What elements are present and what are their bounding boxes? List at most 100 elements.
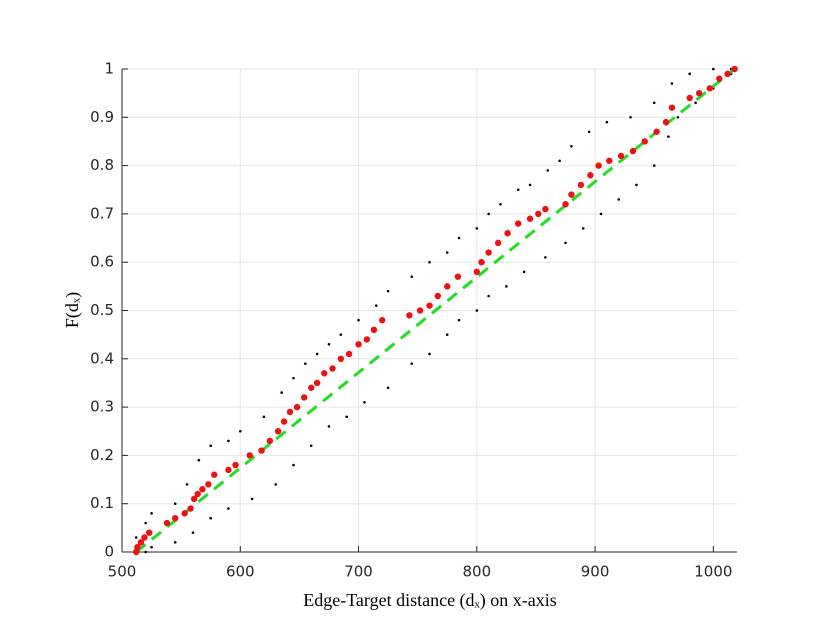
band-dot xyxy=(605,120,609,124)
data-point xyxy=(286,408,294,416)
data-point xyxy=(416,307,424,314)
data-point xyxy=(731,65,738,73)
y-tick-label: 0.5 xyxy=(90,301,114,319)
data-point xyxy=(454,273,462,280)
data-point xyxy=(515,220,522,227)
band-dot xyxy=(629,116,632,119)
data-point xyxy=(225,466,232,474)
band-dot xyxy=(304,362,307,365)
band-dot xyxy=(457,318,461,322)
data-point xyxy=(132,548,140,556)
band-dot xyxy=(363,400,366,404)
data-point xyxy=(535,210,542,218)
band-dot xyxy=(564,241,567,245)
data-point xyxy=(504,230,511,237)
data-point xyxy=(617,152,625,160)
band-dot xyxy=(191,531,195,534)
band-dot xyxy=(327,343,331,346)
data-point xyxy=(146,529,153,536)
data-point xyxy=(187,505,194,512)
data-point xyxy=(246,452,253,459)
band-dot xyxy=(292,463,295,467)
data-point xyxy=(406,312,413,319)
data-point xyxy=(300,394,308,401)
data-point xyxy=(232,461,239,469)
y-tick-label: 1 xyxy=(104,60,114,78)
band-dot xyxy=(487,212,490,216)
data-point xyxy=(641,138,648,145)
data-point xyxy=(587,172,594,179)
band-dot xyxy=(345,415,349,419)
data-point xyxy=(686,94,693,102)
band-dot xyxy=(144,521,147,525)
band-dot xyxy=(227,507,230,510)
band-dot xyxy=(544,256,547,259)
data-point xyxy=(337,355,344,362)
data-point xyxy=(653,128,660,135)
y-tick-label: 0.9 xyxy=(90,108,114,126)
data-point xyxy=(329,365,336,372)
band-dot xyxy=(315,352,319,356)
y-axis-label: F(dₓ) xyxy=(62,292,83,328)
y-tick-label: 0.1 xyxy=(90,494,114,512)
data-point xyxy=(258,447,265,454)
band-dot xyxy=(676,116,680,119)
data-point xyxy=(568,191,575,198)
band-dot xyxy=(688,72,691,76)
band-dot xyxy=(499,202,502,206)
band-dot xyxy=(134,536,138,539)
data-point xyxy=(194,490,201,498)
band-dot xyxy=(475,227,479,230)
data-point xyxy=(473,268,481,276)
band-dot xyxy=(209,444,213,448)
band-dot xyxy=(428,352,431,356)
band-dot xyxy=(670,82,674,85)
data-point xyxy=(141,534,148,541)
data-point xyxy=(444,283,451,290)
band-dot xyxy=(374,304,378,307)
band-dot xyxy=(457,236,461,240)
data-point xyxy=(363,336,371,343)
band-dot xyxy=(197,458,201,462)
band-dot xyxy=(487,294,490,298)
data-point xyxy=(378,316,386,324)
data-point xyxy=(181,510,188,517)
band-dot xyxy=(173,541,177,544)
band-dot xyxy=(144,550,147,554)
band-dot xyxy=(386,289,390,293)
data-point xyxy=(172,514,179,522)
band-dot xyxy=(327,425,331,428)
y-tick-label: 0.4 xyxy=(90,349,114,367)
x-tick-label: 800 xyxy=(462,563,491,581)
band-dot xyxy=(386,386,390,390)
x-tick-label: 900 xyxy=(581,563,610,581)
data-point xyxy=(313,379,321,387)
y-tick-label: 0.3 xyxy=(90,398,114,416)
band-dot xyxy=(475,309,479,312)
band-dot xyxy=(712,67,715,71)
data-point xyxy=(724,70,731,78)
data-point xyxy=(526,215,534,222)
data-point xyxy=(629,147,637,155)
y-tick-label: 0.8 xyxy=(90,156,114,174)
band-dot xyxy=(274,483,278,486)
band-dot xyxy=(652,101,656,105)
data-point xyxy=(494,239,502,247)
band-dot xyxy=(694,101,697,105)
y-tick-label: 0.6 xyxy=(90,253,114,271)
band-dot xyxy=(209,516,213,520)
data-point xyxy=(606,157,613,164)
data-point xyxy=(668,104,676,111)
data-point xyxy=(370,326,378,334)
band-dot xyxy=(428,260,431,264)
y-tick-label: 0 xyxy=(104,543,114,561)
data-point xyxy=(293,403,301,411)
x-tick-label: 700 xyxy=(344,563,373,581)
band-dot xyxy=(339,333,343,336)
data-point xyxy=(485,249,492,256)
band-dot xyxy=(280,391,283,394)
data-point xyxy=(163,519,171,527)
band-dot xyxy=(292,376,295,380)
data-point xyxy=(478,259,485,266)
